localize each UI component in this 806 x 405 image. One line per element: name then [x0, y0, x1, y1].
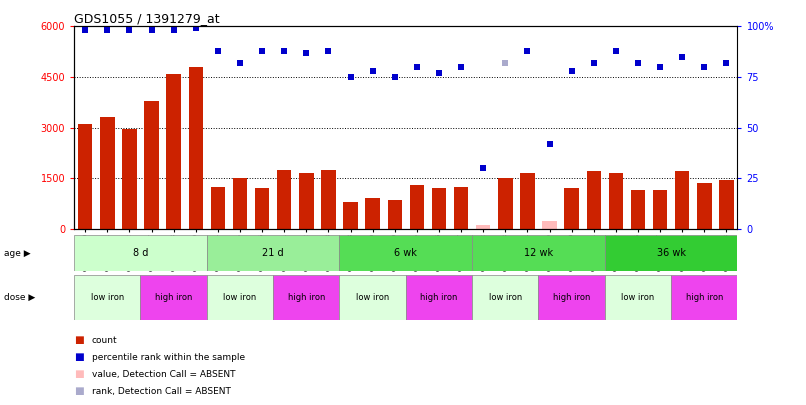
Bar: [273, 275, 339, 320]
Text: ■: ■: [74, 352, 84, 362]
Bar: [409, 185, 424, 229]
Text: low iron: low iron: [223, 293, 256, 302]
Text: age ▶: age ▶: [4, 249, 31, 258]
Bar: [472, 275, 538, 320]
Bar: [339, 275, 405, 320]
Text: 6 wk: 6 wk: [394, 248, 418, 258]
Bar: [100, 117, 114, 229]
Bar: [476, 225, 490, 229]
Bar: [365, 198, 380, 229]
Bar: [653, 190, 667, 229]
Bar: [277, 170, 292, 229]
Bar: [123, 129, 136, 229]
Bar: [210, 187, 225, 229]
Bar: [472, 235, 604, 271]
Bar: [697, 183, 712, 229]
Bar: [604, 275, 671, 320]
Bar: [140, 275, 207, 320]
Bar: [207, 235, 339, 271]
Bar: [388, 200, 402, 229]
Bar: [74, 235, 207, 271]
Bar: [405, 275, 472, 320]
Text: 21 d: 21 d: [262, 248, 284, 258]
Text: low iron: low iron: [621, 293, 654, 302]
Bar: [454, 187, 468, 229]
Text: 36 wk: 36 wk: [657, 248, 686, 258]
Bar: [609, 173, 623, 229]
Text: high iron: high iron: [686, 293, 723, 302]
Bar: [604, 235, 737, 271]
Bar: [343, 202, 358, 229]
Bar: [74, 275, 140, 320]
Text: count: count: [92, 336, 118, 345]
Bar: [299, 173, 314, 229]
Bar: [538, 275, 604, 320]
Bar: [520, 173, 534, 229]
Text: ■: ■: [74, 386, 84, 396]
Bar: [322, 170, 335, 229]
Text: percentile rank within the sample: percentile rank within the sample: [92, 353, 245, 362]
Text: high iron: high iron: [155, 293, 193, 302]
Bar: [78, 124, 93, 229]
Text: GDS1055 / 1391279_at: GDS1055 / 1391279_at: [74, 12, 220, 25]
Bar: [587, 171, 601, 229]
Text: low iron: low iron: [91, 293, 124, 302]
Text: high iron: high iron: [288, 293, 325, 302]
Bar: [432, 188, 447, 229]
Bar: [631, 190, 645, 229]
Text: high iron: high iron: [553, 293, 590, 302]
Text: low iron: low iron: [356, 293, 389, 302]
Bar: [144, 100, 159, 229]
Text: ■: ■: [74, 335, 84, 345]
Text: high iron: high iron: [420, 293, 458, 302]
Bar: [189, 67, 203, 229]
Bar: [675, 171, 689, 229]
Bar: [564, 188, 579, 229]
Text: value, Detection Call = ABSENT: value, Detection Call = ABSENT: [92, 370, 235, 379]
Bar: [233, 178, 247, 229]
Text: low iron: low iron: [488, 293, 522, 302]
Bar: [719, 180, 733, 229]
Text: 12 wk: 12 wk: [524, 248, 553, 258]
Bar: [671, 275, 737, 320]
Bar: [167, 74, 181, 229]
Text: rank, Detection Call = ABSENT: rank, Detection Call = ABSENT: [92, 387, 231, 396]
Text: 8 d: 8 d: [133, 248, 148, 258]
Text: ■: ■: [74, 369, 84, 379]
Bar: [255, 188, 269, 229]
Bar: [498, 178, 513, 229]
Bar: [339, 235, 472, 271]
Bar: [207, 275, 273, 320]
Text: dose ▶: dose ▶: [4, 293, 35, 302]
Bar: [542, 222, 557, 229]
